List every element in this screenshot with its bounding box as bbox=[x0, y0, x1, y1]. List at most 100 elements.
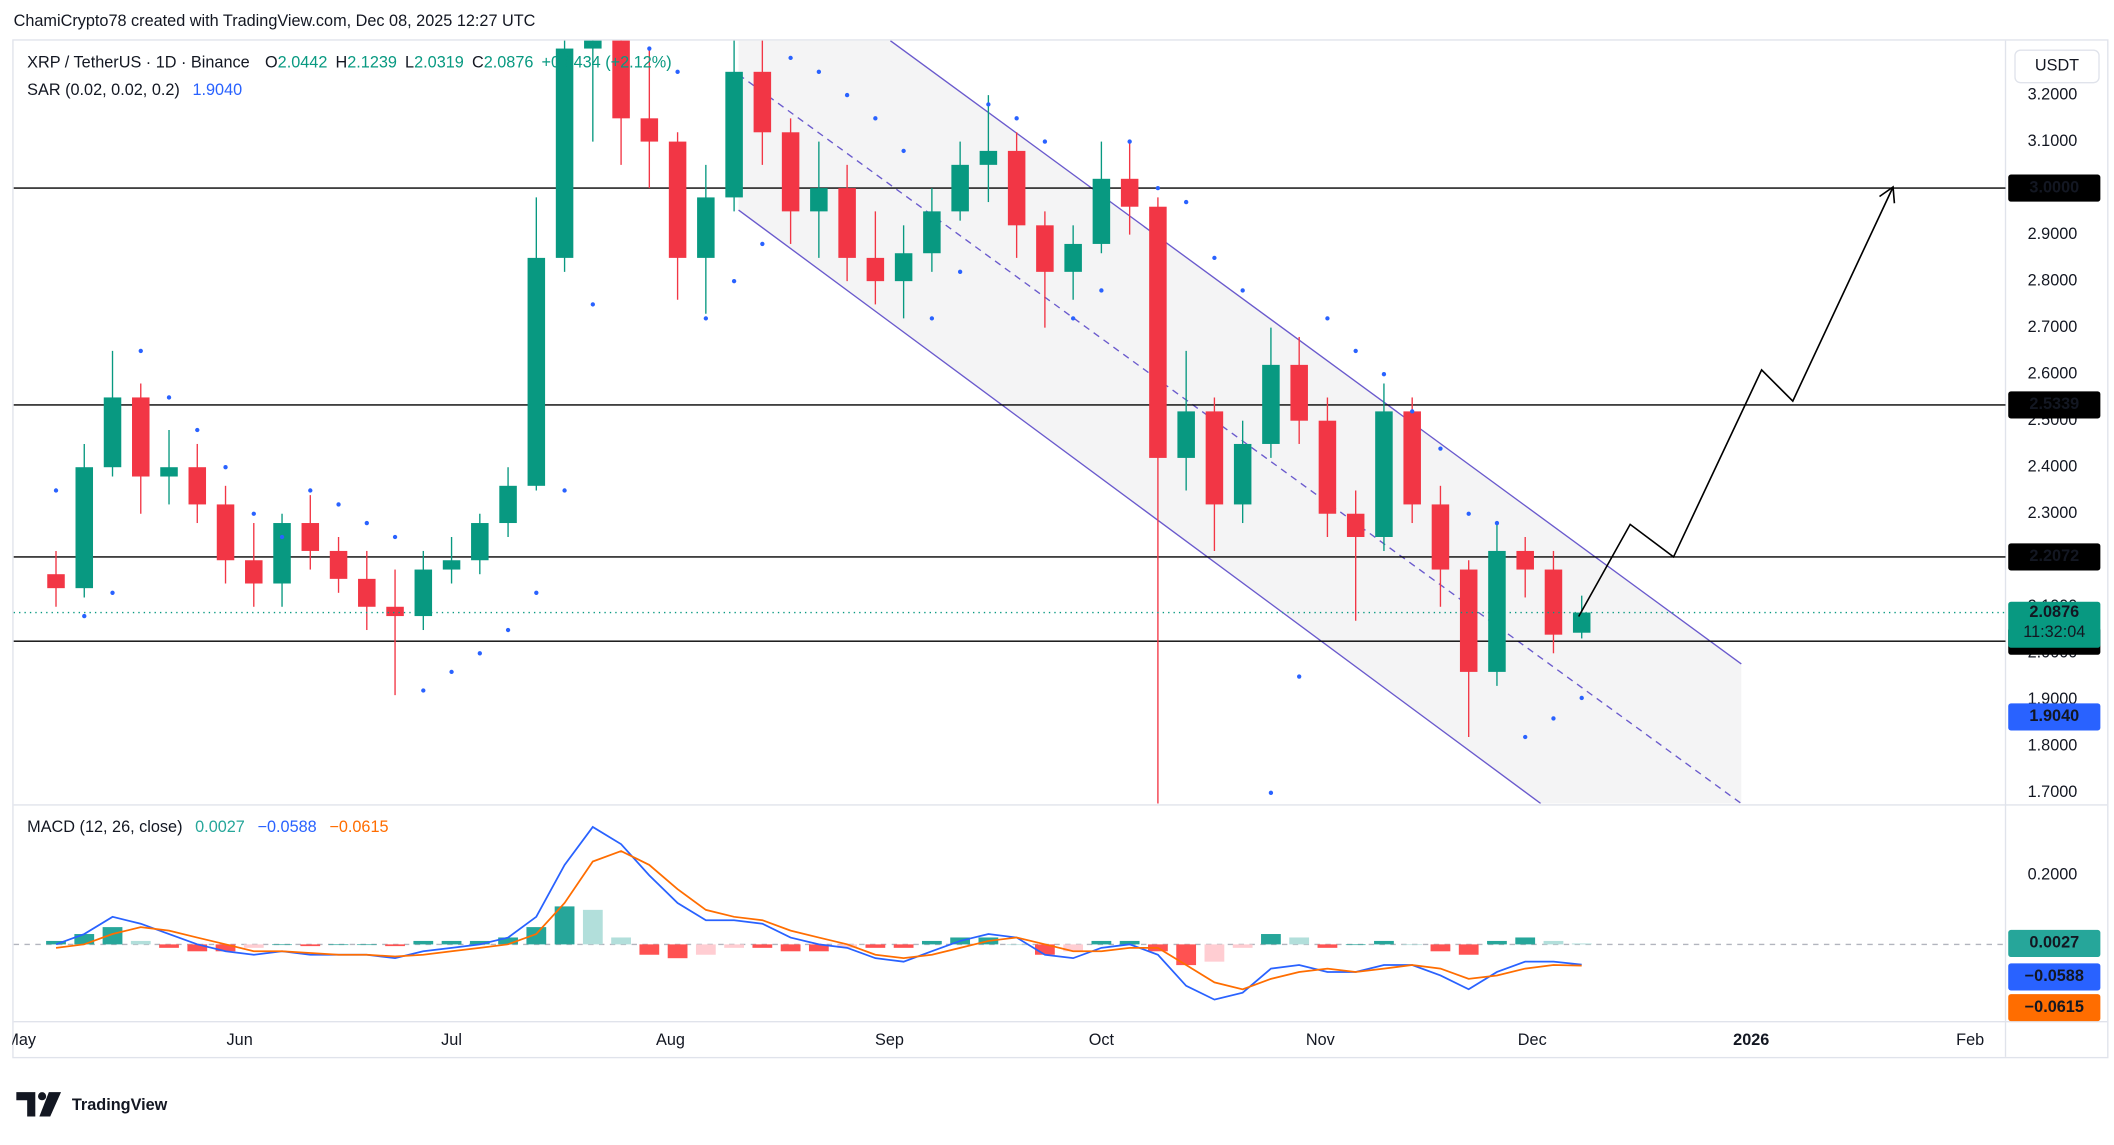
candle-body bbox=[781, 132, 800, 212]
candle-body bbox=[640, 118, 659, 142]
ohlc-value: 2.0876 bbox=[484, 54, 534, 72]
candle-body bbox=[1149, 206, 1167, 458]
candle-body bbox=[951, 164, 969, 212]
macd-line bbox=[55, 850, 1582, 991]
ohlc-label: O bbox=[265, 54, 278, 72]
sar-dot bbox=[1381, 372, 1387, 377]
y-tick-label: 3.2000 bbox=[2028, 85, 2078, 103]
macd-histogram-bar bbox=[1430, 944, 1451, 952]
sar-value: 1.9040 bbox=[192, 81, 242, 99]
macd-value-box bbox=[2008, 929, 2101, 958]
sar-dot bbox=[957, 269, 963, 275]
candle-body bbox=[358, 578, 376, 607]
candle-body bbox=[894, 253, 913, 282]
candle-body bbox=[301, 523, 320, 551]
y-tick-label: 1.8000 bbox=[2028, 737, 2078, 755]
candle-body bbox=[499, 485, 517, 524]
sar-dot bbox=[364, 520, 369, 526]
chart-frame bbox=[12, 39, 2109, 1059]
sar-dot bbox=[1212, 255, 1217, 261]
macd-histogram-bar bbox=[1374, 940, 1394, 945]
sar-dot bbox=[279, 534, 285, 540]
macd-histogram-bar bbox=[1402, 944, 1423, 946]
sar-dot bbox=[477, 651, 482, 656]
drawings bbox=[738, 40, 1742, 804]
macd-histogram-bar bbox=[187, 944, 208, 952]
sar-dot bbox=[1070, 316, 1076, 321]
candle-body bbox=[866, 257, 885, 282]
candle-body bbox=[386, 606, 404, 617]
macd-histogram-bar bbox=[1063, 944, 1084, 952]
candle-body bbox=[103, 397, 122, 468]
candle-body bbox=[1375, 411, 1393, 537]
channel-fill bbox=[738, 40, 1742, 804]
price-axis: 1.70001.80001.90002.00002.10002.20002.30… bbox=[2008, 85, 2101, 1022]
candle-body bbox=[1318, 420, 1337, 514]
sar-dot bbox=[1494, 520, 1500, 526]
macd-histogram-bar bbox=[272, 944, 292, 946]
macd-histogram-bar bbox=[808, 944, 829, 952]
x-tick-label: Nov bbox=[1306, 1031, 1336, 1049]
sar-dot bbox=[703, 316, 709, 321]
ohlc-value: 2.0442 bbox=[278, 54, 328, 72]
ohlc-value: 2.0319 bbox=[414, 54, 464, 72]
channel-lower bbox=[738, 209, 1542, 804]
sar-dot bbox=[534, 590, 539, 595]
macd-histogram-bar bbox=[243, 944, 264, 948]
candle-body bbox=[1572, 612, 1591, 633]
price-legend: XRP / TetherUS · 1D · Binance O2.0442 H2.… bbox=[27, 54, 671, 72]
sar-dot bbox=[505, 627, 511, 633]
sar-dot bbox=[1579, 695, 1584, 701]
macd-value-box bbox=[2008, 994, 2101, 1022]
sar-dot bbox=[647, 46, 652, 51]
macd-histogram-bar bbox=[1487, 940, 1507, 945]
macd-value-label: −0.0615 bbox=[2025, 998, 2084, 1016]
candle-body bbox=[75, 467, 94, 589]
macd-histogram-bar bbox=[921, 940, 942, 945]
candle-body bbox=[584, 40, 602, 49]
sar-name: SAR (0.02, 0.02, 0.2) bbox=[27, 81, 180, 99]
candle-body bbox=[555, 48, 574, 258]
sar-dot bbox=[1099, 288, 1104, 293]
candle-body bbox=[1064, 243, 1082, 272]
currency-label[interactable]: USDT bbox=[2035, 57, 2079, 75]
x-tick-label: Oct bbox=[1089, 1031, 1115, 1049]
macd-histogram-bar bbox=[1345, 944, 1366, 946]
ohlc-change: +0.0434 (+2.12%) bbox=[542, 54, 672, 72]
brand-logo: TradingView bbox=[16, 1092, 168, 1117]
macd-value-label: −0.0588 bbox=[2025, 967, 2084, 985]
current-price-box bbox=[2008, 601, 2101, 648]
sar-dot bbox=[421, 688, 426, 693]
sar-dot bbox=[619, 23, 623, 27]
sar-dot bbox=[1127, 139, 1132, 144]
macd-histogram-bar bbox=[893, 944, 914, 948]
macd-histogram-bar bbox=[1571, 943, 1592, 945]
currency-button[interactable] bbox=[2014, 49, 2100, 84]
sar-dot bbox=[873, 116, 878, 121]
macd-histogram-bar bbox=[328, 944, 349, 946]
level-box bbox=[2008, 391, 2101, 419]
candle-body bbox=[1007, 150, 1026, 226]
sar-dot bbox=[110, 590, 115, 595]
candle-body bbox=[132, 397, 150, 477]
sar-dot bbox=[844, 92, 850, 98]
y-tick-label: 2.4000 bbox=[2028, 458, 2078, 476]
sar-dot bbox=[251, 511, 256, 516]
candle-body bbox=[1120, 178, 1139, 207]
level-label: 3.0000 bbox=[2029, 178, 2079, 196]
sar-dot bbox=[1297, 674, 1302, 679]
sar-dot bbox=[1155, 185, 1161, 191]
y-tick-label: 2.3000 bbox=[2028, 504, 2078, 522]
macd-histogram-bar bbox=[695, 944, 716, 955]
macd-value-label: 0.0027 bbox=[2029, 934, 2079, 952]
macd-histogram-bar bbox=[1204, 944, 1225, 962]
macd-histogram-bar bbox=[130, 940, 151, 945]
sar-dot bbox=[929, 316, 935, 321]
macd-histogram-bar bbox=[1232, 944, 1253, 948]
x-tick-label: 2026 bbox=[1733, 1031, 1769, 1049]
sar-dot bbox=[336, 502, 341, 507]
x-tick-label: May bbox=[5, 1031, 37, 1049]
y-tick-label: 1.7000 bbox=[2028, 783, 2078, 801]
macd-legend: MACD (12, 26, close) 0.0027 −0.0588 −0.0… bbox=[27, 818, 388, 836]
candle-body bbox=[1205, 411, 1224, 505]
